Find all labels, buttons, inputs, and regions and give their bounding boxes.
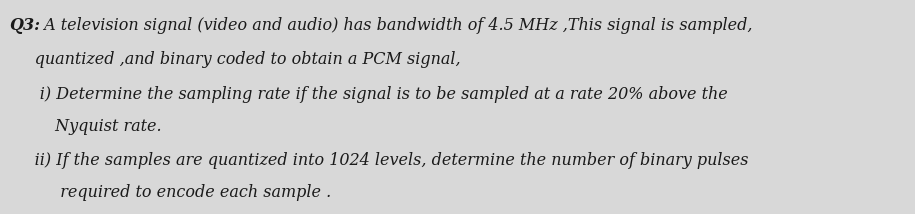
Text: i) Determine the sampling rate if the signal is to be sampled at a rate 20% abov: i) Determine the sampling rate if the si… — [9, 86, 728, 103]
Text: A television signal (video and audio) has bandwidth of 4.5 MHz ,This signal is s: A television signal (video and audio) ha… — [39, 17, 753, 34]
Text: Nyquist rate.: Nyquist rate. — [9, 118, 162, 135]
Text: required to encode each sample .: required to encode each sample . — [9, 184, 331, 201]
Text: quantized ,and binary coded to obtain a PCM signal,: quantized ,and binary coded to obtain a … — [9, 51, 461, 68]
Text: ii) If the samples are quantized into 1024 levels, determine the number of binar: ii) If the samples are quantized into 10… — [9, 152, 748, 169]
Text: Q3:: Q3: — [9, 17, 40, 34]
